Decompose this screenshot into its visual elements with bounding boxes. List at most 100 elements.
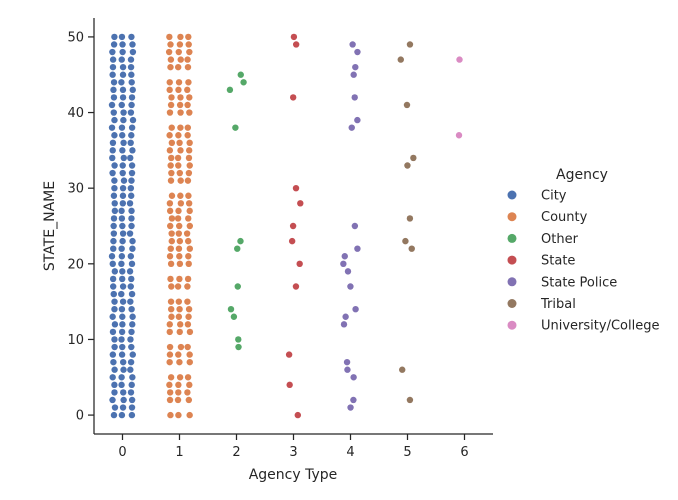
data-point <box>166 79 173 86</box>
data-point <box>167 101 175 109</box>
data-point <box>176 306 183 313</box>
data-point <box>166 33 173 41</box>
data-point <box>119 86 127 94</box>
data-point <box>186 245 193 252</box>
data-point <box>129 321 136 328</box>
data-point <box>175 313 183 320</box>
data-point <box>129 245 136 252</box>
data-point <box>108 101 116 109</box>
data-point <box>126 230 134 237</box>
data-point <box>128 94 136 101</box>
data-point <box>354 245 361 252</box>
data-point <box>120 396 127 404</box>
data-point <box>167 306 175 313</box>
data-point <box>183 230 191 237</box>
data-point <box>184 56 191 63</box>
data-point <box>237 237 244 245</box>
data-point <box>119 71 127 78</box>
data-point <box>120 389 127 396</box>
data-point <box>174 396 182 404</box>
data-point <box>128 124 136 131</box>
data-point <box>455 132 463 139</box>
data-point <box>175 79 183 86</box>
y-tick-label: 10 <box>67 333 84 348</box>
data-point <box>111 389 118 396</box>
data-point <box>109 63 117 71</box>
data-point <box>185 237 192 245</box>
data-point <box>240 79 247 86</box>
data-point <box>119 94 127 101</box>
data-point <box>109 139 117 146</box>
data-point <box>186 139 193 146</box>
data-point <box>184 124 192 131</box>
data-point <box>129 116 137 124</box>
data-point <box>167 222 174 230</box>
data-point <box>118 328 126 336</box>
data-point <box>111 116 118 124</box>
data-point <box>177 124 184 131</box>
data-point <box>185 154 193 162</box>
legend-label: City <box>541 189 567 204</box>
data-point <box>129 313 136 320</box>
data-point <box>168 154 175 162</box>
data-point <box>340 321 348 328</box>
data-point <box>129 374 136 381</box>
legend-marker <box>507 190 517 200</box>
data-point <box>168 169 175 177</box>
data-point <box>177 109 184 116</box>
data-point <box>119 230 127 237</box>
data-point <box>120 109 127 116</box>
data-point <box>111 306 118 313</box>
data-point <box>127 298 134 305</box>
data-point <box>119 132 126 139</box>
data-point <box>127 389 135 396</box>
data-point <box>111 132 118 139</box>
data-point <box>175 162 182 169</box>
data-point <box>166 253 174 260</box>
data-point <box>110 290 117 298</box>
data-point <box>184 283 191 290</box>
data-point <box>109 71 116 78</box>
data-point <box>127 63 135 71</box>
data-point <box>128 222 135 230</box>
legend-marker <box>507 277 517 287</box>
data-point <box>118 253 126 260</box>
data-point <box>185 306 193 313</box>
data-point <box>119 321 126 328</box>
data-point <box>348 124 355 131</box>
data-point <box>166 381 173 389</box>
data-point <box>118 124 126 131</box>
data-point <box>120 177 128 184</box>
data-point <box>185 41 192 48</box>
data-point <box>110 79 118 86</box>
data-point <box>176 358 183 366</box>
data-point <box>176 374 184 381</box>
data-point <box>230 313 238 320</box>
data-point <box>128 290 136 298</box>
data-point <box>118 290 125 298</box>
data-point <box>177 200 185 207</box>
data-point <box>177 343 185 351</box>
data-point <box>285 351 293 358</box>
data-point <box>119 283 127 290</box>
data-point <box>297 200 304 207</box>
data-point <box>127 109 135 116</box>
y-tick-label: 20 <box>67 257 84 272</box>
data-point <box>352 306 359 313</box>
data-point <box>111 33 118 41</box>
data-point <box>184 389 191 396</box>
data-point <box>167 260 175 268</box>
data-point <box>185 147 193 154</box>
data-point <box>344 366 351 373</box>
data-point <box>351 94 358 101</box>
data-point <box>176 328 183 336</box>
data-point <box>109 275 117 283</box>
data-point <box>167 275 174 283</box>
data-point <box>456 56 463 63</box>
data-point <box>296 260 303 268</box>
data-point <box>186 48 193 56</box>
y-tick-label: 0 <box>76 409 84 424</box>
legend: Agency City County Other State State Police T… <box>507 167 659 334</box>
data-point <box>167 298 175 305</box>
data-point <box>111 162 118 169</box>
